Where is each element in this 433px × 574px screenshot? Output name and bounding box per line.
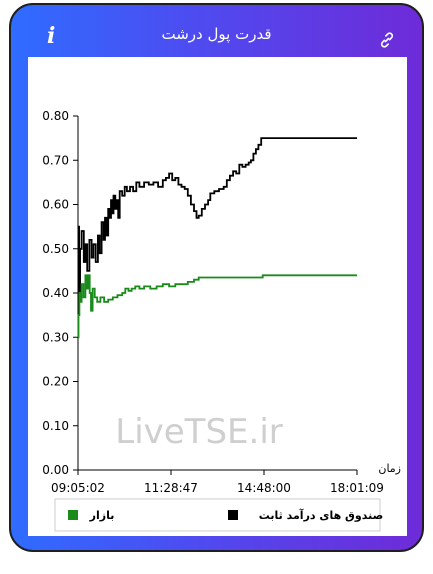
widget-header: i قدرت پول درشت	[11, 5, 422, 57]
y-tick-label: 0.50	[42, 242, 69, 256]
watermark: LiveTSE.ir	[115, 412, 283, 452]
series-line-market	[77, 274, 357, 339]
line-chart: LiveTSE.ir 0.000.100.200.300.400.500.600…	[42, 109, 401, 532]
legend-swatch-market	[68, 510, 78, 520]
legend-label-market: بازار	[89, 509, 115, 522]
y-tick-label: 0.40	[42, 286, 69, 300]
legend: صندوق های درآمد ثابت بازار	[54, 498, 383, 532]
y-tick-label: 0.70	[42, 153, 69, 167]
x-tick-label: 11:28:47	[144, 481, 198, 495]
x-tick-label: 09:05:02	[51, 481, 105, 495]
y-tick-label: 0.00	[42, 463, 69, 477]
legend-label-fund: صندوق های درآمد ثابت	[259, 508, 383, 522]
info-icon[interactable]: i	[47, 23, 56, 49]
chart-series	[77, 137, 357, 339]
chart-axes: 0.00 0.10 0.20 0.30 0.40 0.50 0.60 0.70 0.80 09:0…	[42, 109, 384, 495]
y-tick-label: 0.60	[42, 198, 69, 212]
x-tick-label: 18:01:09	[330, 481, 384, 495]
x-axis-label: زمان	[378, 462, 401, 475]
series-line-fund	[78, 137, 357, 294]
legend-swatch-fund	[228, 510, 238, 520]
legend-box	[54, 498, 381, 532]
x-tick-label: 14:48:00	[237, 481, 291, 495]
chart-panel: LiveTSE.ir 0.00 0.10 0.20 0.30 0.40 0.50 0.60 0…	[28, 57, 407, 536]
y-tick-label: 0.20	[42, 375, 69, 389]
y-tick-label: 0.80	[42, 109, 69, 123]
y-tick-label: 0.10	[42, 419, 69, 433]
y-tick-label: 0.30	[42, 330, 69, 344]
widget-frame: i قدرت پول درشت LiveTSE.ir 0.00 0.10 0.20 0…	[9, 3, 424, 552]
link-icon[interactable]	[378, 31, 396, 49]
widget-title: قدرت پول درشت	[161, 25, 272, 43]
